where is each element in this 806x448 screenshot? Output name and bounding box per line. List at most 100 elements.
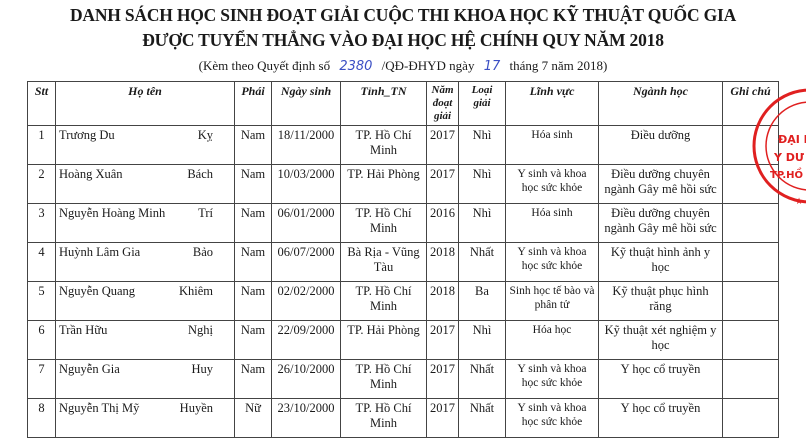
subtitle: (Kèm theo Quyết định số 2380 /QĐ-ĐHYD ng… (0, 58, 806, 74)
cell-ngay: 06/01/2000 (271, 203, 341, 243)
cell-ghichu (722, 242, 779, 282)
cell-nganh: Kỹ thuật xét nghiệm y học (598, 320, 723, 360)
cell-tinh: TP. Hải Phòng (340, 320, 427, 360)
cell-nam: 2017 (426, 359, 459, 399)
cell-loai: Nhì (458, 320, 506, 360)
table-row: 7 Nguyễn Gia Huy Nam 26/10/2000 TP. Hồ Chí Mi… (27, 359, 779, 399)
column-header: Tỉnh_TN (340, 81, 427, 126)
cell-stt: 5 (27, 281, 56, 321)
svg-text:★: ★ (795, 196, 803, 206)
cell-name: Nguyễn Quang Khiêm (55, 281, 235, 321)
column-header: Loại giải (458, 81, 506, 126)
svg-text:ĐẠI H: ĐẠI H (778, 133, 806, 146)
cell-linhvuc: Hóa sinh (505, 125, 599, 165)
cell-linhvuc: Y sinh và khoa học sức khỏe (505, 164, 599, 204)
name-ten: Bách (187, 167, 213, 181)
cell-tinh: TP. Hồ Chí Minh (340, 281, 427, 321)
table-row: 5 Nguyễn Quang Khiêm Nam 02/02/2000 TP. Hồ Ch… (27, 281, 779, 321)
cell-ghichu (722, 320, 779, 360)
name-ho: Trần Hữu (59, 323, 108, 337)
cell-nam: 2016 (426, 203, 459, 243)
name-ho: Nguyễn Hoàng Minh (59, 206, 166, 220)
cell-linhvuc: Hóa sinh (505, 203, 599, 243)
cell-linhvuc: Hóa học (505, 320, 599, 360)
cell-name: Trương Du Kỵ (55, 125, 235, 165)
cell-tinh: TP. Hồ Chí Minh (340, 398, 427, 438)
cell-name: Hoàng Xuân Bách (55, 164, 235, 204)
cell-stt: 6 (27, 320, 56, 360)
column-header: Năm đoạt giải (426, 81, 459, 126)
cell-nganh: Điều dưỡng (598, 125, 723, 165)
cell-stt: 4 (27, 242, 56, 282)
cell-phai: Nam (234, 164, 272, 204)
svg-text:TP.HỒ CH: TP.HỒ CH (770, 166, 806, 181)
name-ten: Huy (191, 362, 213, 376)
cell-loai: Nhì (458, 125, 506, 165)
cell-ngay: 06/07/2000 (271, 242, 341, 282)
student-table: Stt Họ tên Phái Ngày sinh Tỉnh_TN Năm đoạt gi… (27, 81, 779, 438)
title-line-2: ĐƯỢC TUYỂN THẲNG VÀO ĐẠI HỌC HỆ CHÍNH QU… (142, 30, 664, 50)
cell-ngay: 10/03/2000 (271, 164, 341, 204)
cell-nam: 2017 (426, 164, 459, 204)
cell-nganh: Kỹ thuật phục hình răng (598, 281, 723, 321)
cell-loai: Nhì (458, 203, 506, 243)
name-ho: Nguyễn Gia (59, 362, 120, 376)
column-header: Lĩnh vực (505, 81, 599, 126)
cell-ngay: 22/09/2000 (271, 320, 341, 360)
cell-loai: Ba (458, 281, 506, 321)
name-ho: Nguyễn Thị Mỹ (59, 401, 140, 415)
cell-linhvuc: Sinh học tế bào và phân tử (505, 281, 599, 321)
table-row: 8 Nguyễn Thị Mỹ Huyền Nữ 23/10/2000 TP. Hồ Ch… (27, 398, 779, 438)
table-row: 4 Huỳnh Lâm Gia Bảo Nam 06/07/2000 Bà Rịa - V… (27, 242, 779, 282)
cell-ghichu (722, 359, 779, 399)
cell-name: Nguyễn Thị Mỹ Huyền (55, 398, 235, 438)
table-row: 3 Nguyễn Hoàng Minh Trí Nam 06/01/2000 TP. Hồ… (27, 203, 779, 243)
decision-number: 2380 (339, 59, 373, 74)
name-ten: Nghị (188, 323, 213, 337)
name-ho: Huỳnh Lâm Gia (59, 245, 141, 259)
cell-linhvuc: Y sinh và khoa học sức khỏe (505, 398, 599, 438)
cell-phai: Nam (234, 203, 272, 243)
cell-loai: Nhất (458, 398, 506, 438)
cell-nganh: Y học cổ truyền (598, 398, 723, 438)
cell-ngay: 18/11/2000 (271, 125, 341, 165)
column-header: Ngày sinh (271, 81, 341, 126)
cell-phai: Nam (234, 281, 272, 321)
cell-nam: 2018 (426, 281, 459, 321)
column-header: Phái (234, 81, 272, 126)
cell-tinh: TP. Hồ Chí Minh (340, 359, 427, 399)
column-header: Họ tên (55, 81, 235, 126)
cell-phai: Nữ (234, 398, 272, 438)
cell-loai: Nhất (458, 242, 506, 282)
cell-phai: Nam (234, 242, 272, 282)
cell-nam: 2017 (426, 125, 459, 165)
name-ho: Trương Du (59, 128, 115, 142)
cell-tinh: TP. Hồ Chí Minh (340, 203, 427, 243)
name-ten: Trí (198, 206, 213, 220)
cell-loai: Nhất (458, 359, 506, 399)
cell-nam: 2018 (426, 242, 459, 282)
cell-nganh: Điều dưỡng chuyên ngành Gây mê hồi sức (598, 164, 723, 204)
name-ten: Bảo (192, 245, 213, 259)
column-header: Ngành học (598, 81, 723, 126)
cell-nam: 2017 (426, 398, 459, 438)
name-ten: Khiêm (178, 284, 213, 298)
name-ho: Hoàng Xuân (59, 167, 123, 181)
cell-tinh: TP. Hải Phòng (340, 164, 427, 204)
cell-ghichu (722, 125, 779, 165)
cell-ngay: 26/10/2000 (271, 359, 341, 399)
official-stamp: ĐẠI H Y DƯ TP.HỒ CH ★ (752, 88, 806, 206)
header-row: Stt Họ tên Phái Ngày sinh Tỉnh_TN Năm đoạt gi… (27, 81, 779, 126)
column-header: Stt (27, 81, 56, 126)
cell-nam: 2017 (426, 320, 459, 360)
title-line-1: DANH SÁCH HỌC SINH ĐOẠT GIẢI CUỘC THI KH… (69, 5, 737, 25)
subtitle-suffix: tháng 7 năm 2018) (509, 58, 608, 73)
cell-phai: Nam (234, 320, 272, 360)
name-ten: Kỵ (197, 128, 213, 142)
cell-ghichu (722, 281, 779, 321)
cell-ngay: 02/02/2000 (271, 281, 341, 321)
subtitle-middle: /QĐ-ĐHYD ngày (381, 58, 475, 73)
svg-text:Y DƯ: Y DƯ (773, 151, 805, 164)
column-header: Ghi chú (722, 81, 779, 126)
cell-name: Huỳnh Lâm Gia Bảo (55, 242, 235, 282)
